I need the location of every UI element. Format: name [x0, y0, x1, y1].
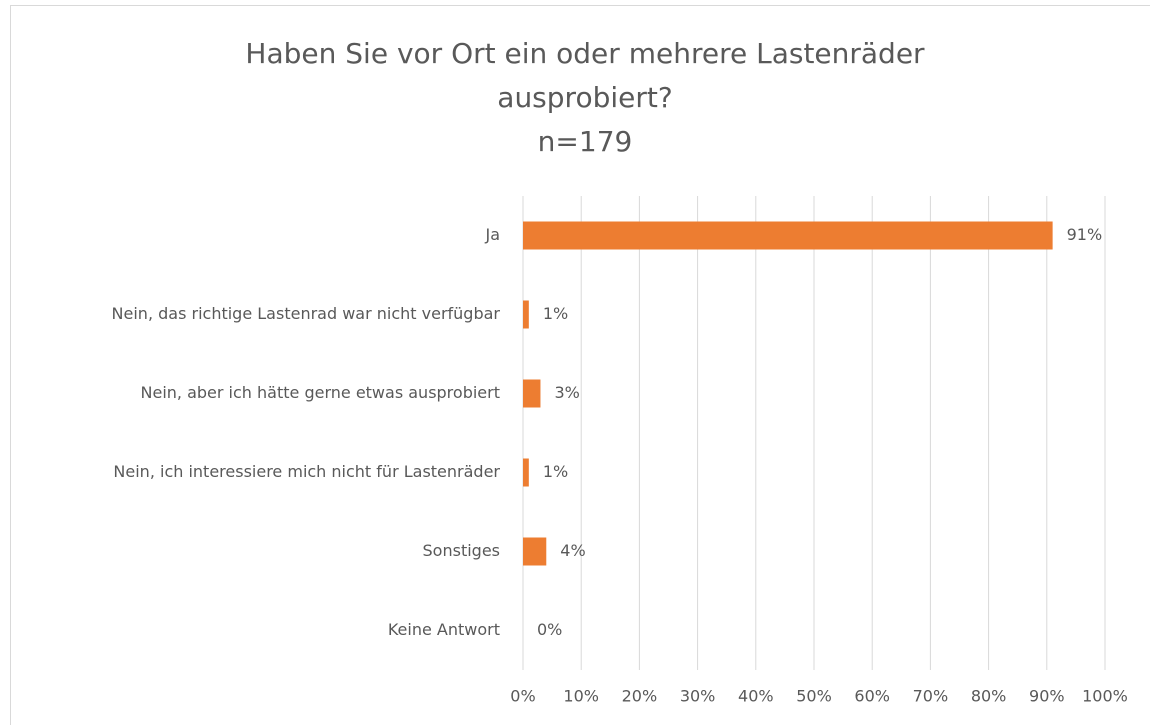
- y-tick-label: Nein, ich interessiere mich nicht für La…: [113, 462, 500, 481]
- x-tick-label: 20%: [622, 687, 658, 706]
- x-tick-label: 40%: [738, 687, 774, 706]
- bar: [523, 221, 1053, 250]
- bar: [523, 458, 529, 487]
- data-label: 1%: [543, 304, 568, 323]
- data-label: 91%: [1067, 225, 1103, 244]
- data-label: 4%: [560, 541, 585, 560]
- bar: [523, 537, 547, 566]
- x-tick-label: 0%: [510, 687, 535, 706]
- chart-subtitle: n=179: [537, 125, 633, 158]
- x-tick-label: 50%: [796, 687, 832, 706]
- chart-frame: [10, 5, 1150, 725]
- y-tick-label: Nein, aber ich hätte gerne etwas ausprob…: [141, 383, 500, 402]
- x-tick-label: 70%: [913, 687, 949, 706]
- chart-title-block: Haben Sie vor Ort ein oder mehrere Laste…: [195, 32, 975, 164]
- data-label: 1%: [543, 462, 568, 481]
- x-tick-label: 100%: [1082, 687, 1128, 706]
- x-tick-label: 30%: [680, 687, 716, 706]
- y-tick-label: Ja: [484, 225, 500, 244]
- y-tick-label: Nein, das richtige Lastenrad war nicht v…: [112, 304, 501, 323]
- x-tick-label: 10%: [563, 687, 599, 706]
- bar: [523, 300, 529, 329]
- y-tick-label: Sonstiges: [423, 541, 500, 560]
- data-label: 3%: [554, 383, 579, 402]
- bar: [523, 379, 541, 408]
- x-tick-label: 60%: [854, 687, 890, 706]
- chart-title: Haben Sie vor Ort ein oder mehrere Laste…: [245, 37, 925, 114]
- x-tick-label: 80%: [971, 687, 1007, 706]
- data-label: 0%: [537, 620, 562, 639]
- x-tick-label: 90%: [1029, 687, 1065, 706]
- y-tick-label: Keine Antwort: [388, 620, 500, 639]
